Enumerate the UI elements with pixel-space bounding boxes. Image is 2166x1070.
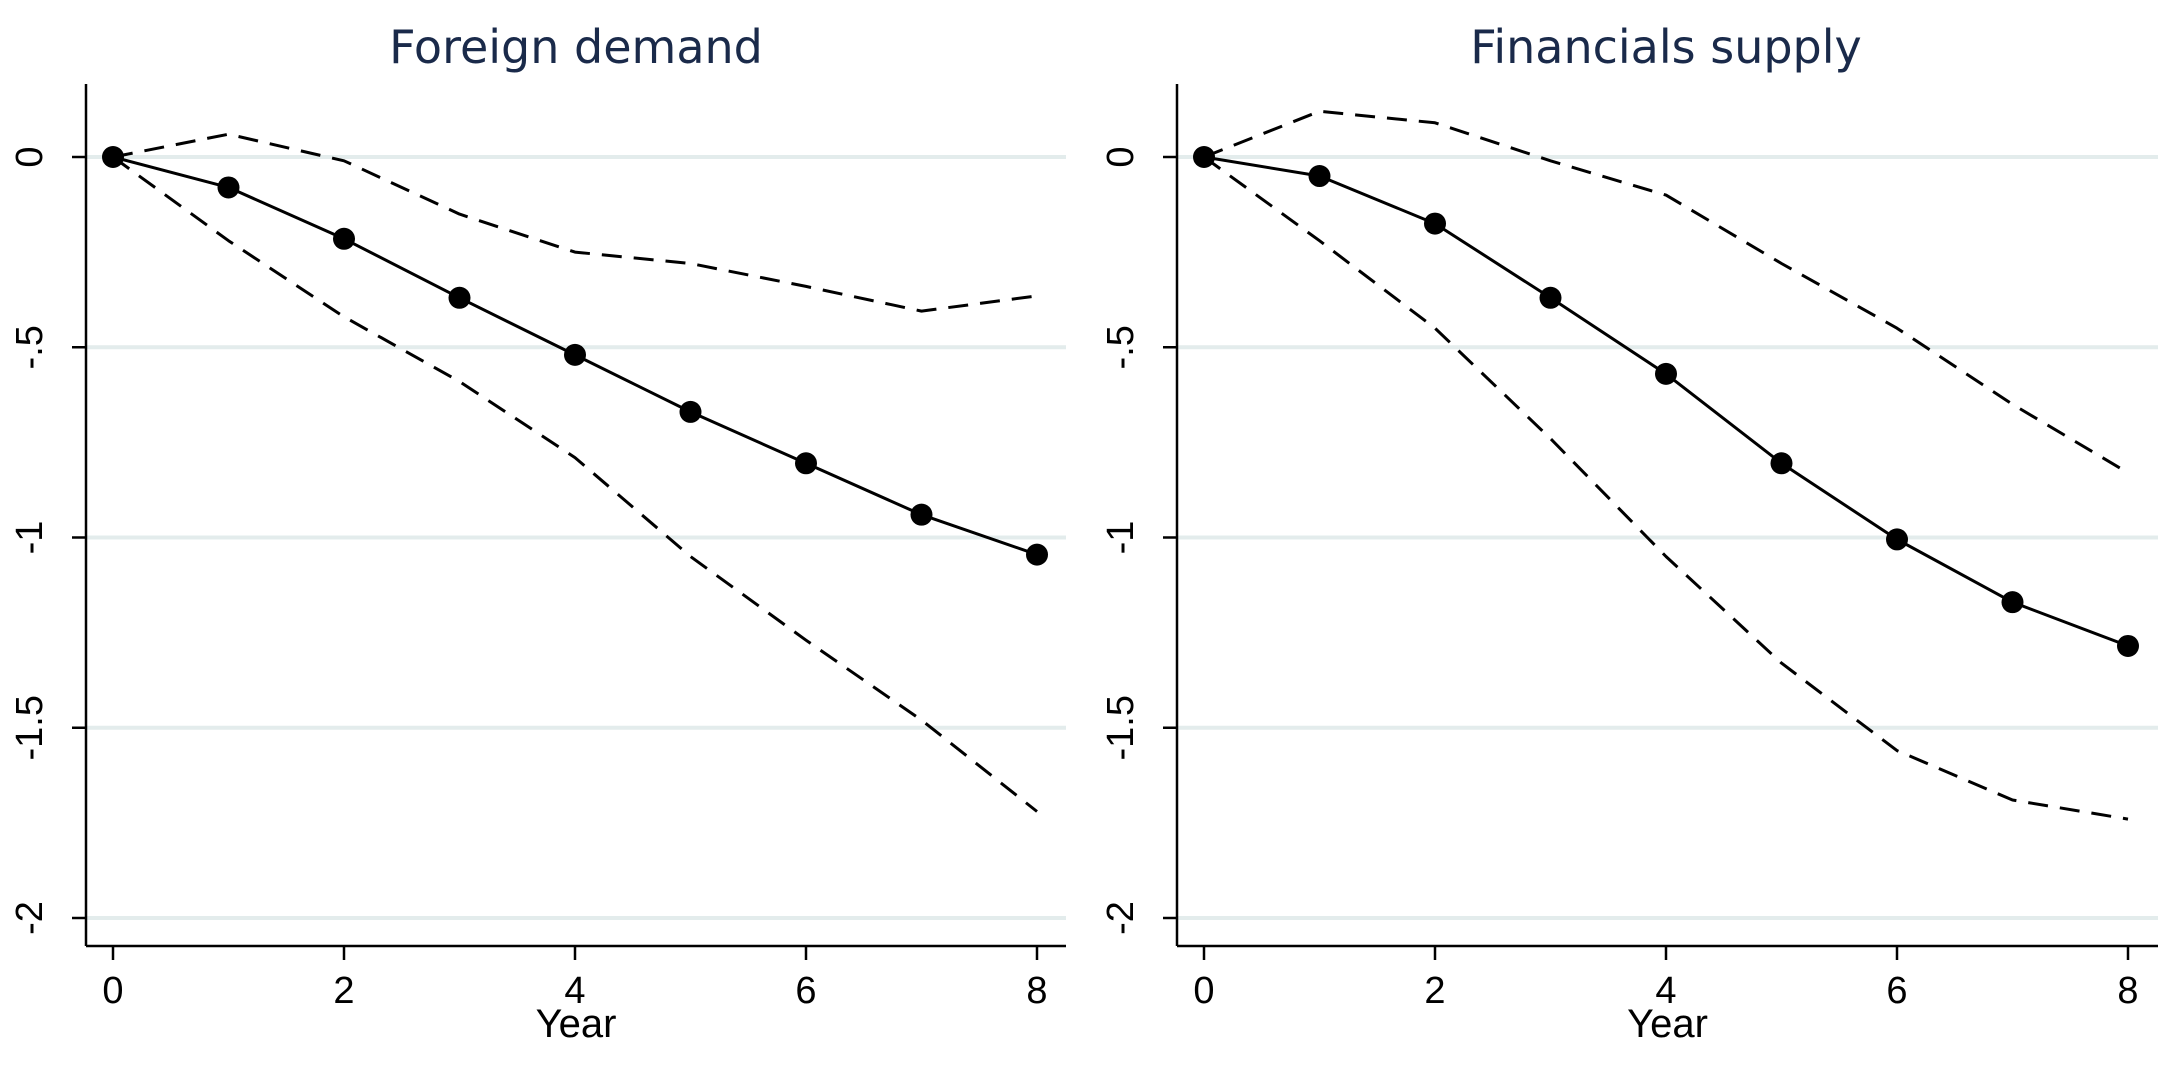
data-point: [1655, 362, 1677, 385]
data-point: [2117, 634, 2139, 657]
series-line-lower: [1203, 155, 2129, 821]
x-tick-label: 0: [102, 970, 123, 1012]
x-tick-label: 4: [564, 970, 585, 1012]
y-tick-label: 0: [9, 146, 51, 167]
panel-financials-supply: Financials supply 0 -.5 -1 -1.5 -2 0 2 4 6 8 Year: [1100, 20, 2158, 1046]
y-tick-label: -1.5: [9, 695, 51, 760]
data-point: [1308, 165, 1331, 188]
series-line-estimate: [1203, 155, 2129, 648]
panel-title: Financials supply: [1470, 20, 1862, 74]
y-tick-label: -2: [9, 901, 51, 935]
y-tick-label: -1: [1100, 521, 1142, 555]
x-tick-label: 8: [1026, 970, 1047, 1012]
x-tick-label: 2: [333, 970, 354, 1012]
y-tick-label: -2: [1100, 901, 1142, 935]
y-tick-label: -.5: [1100, 325, 1142, 369]
x-tick-label: 0: [1193, 970, 1214, 1012]
x-tick-label: 8: [2117, 970, 2138, 1012]
data-point: [679, 400, 702, 423]
data-point: [1770, 452, 1793, 475]
panel-foreign-demand: Foreign demand 0 -.5 -1 -1.5 -2 0 2 4 6 8 Year: [9, 20, 1066, 1046]
data-point: [795, 452, 817, 475]
data-point: [1539, 286, 1562, 309]
y-tick-label: -.5: [9, 325, 51, 369]
series-line-upper: [1203, 109, 2129, 475]
data-point: [910, 503, 933, 526]
x-tick-label: 6: [795, 970, 816, 1012]
data-point: [1424, 212, 1446, 235]
x-axis-label: Year: [536, 1002, 617, 1046]
x-axis-label: Year: [1627, 1002, 1708, 1046]
series-line-upper: [112, 132, 1038, 313]
y-tick-label: -1.5: [1100, 695, 1142, 760]
y-tick-label: 0: [1100, 146, 1142, 167]
data-point: [2001, 591, 2024, 614]
x-tick-label: 4: [1655, 970, 1676, 1012]
series-line-lower: [112, 155, 1038, 813]
data-point: [333, 227, 355, 250]
data-point: [564, 343, 586, 366]
panel-title: Foreign demand: [389, 20, 763, 74]
data-point: [1026, 543, 1048, 566]
data-point: [217, 176, 240, 199]
x-tick-label: 6: [1886, 970, 1907, 1012]
data-point: [1886, 528, 1908, 551]
data-point: [448, 286, 471, 309]
y-tick-label: -1: [9, 521, 51, 555]
x-tick-label: 2: [1424, 970, 1445, 1012]
